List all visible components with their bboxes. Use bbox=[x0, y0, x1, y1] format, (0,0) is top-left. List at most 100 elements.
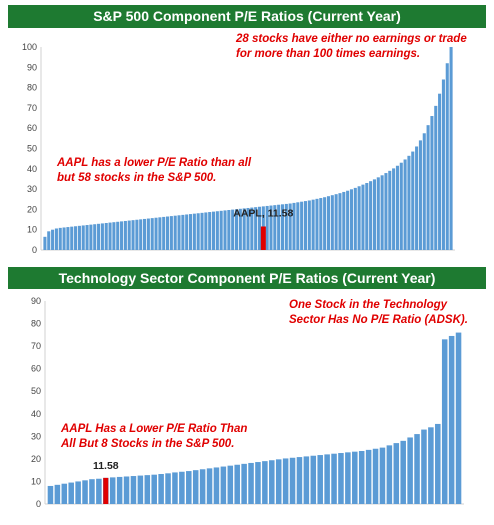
bar bbox=[82, 480, 88, 504]
bar bbox=[372, 448, 379, 504]
bar bbox=[392, 168, 396, 250]
bar bbox=[139, 219, 143, 250]
bar bbox=[315, 198, 319, 250]
bar bbox=[177, 215, 181, 250]
bar bbox=[199, 469, 206, 504]
y-tick-label: 50 bbox=[31, 386, 41, 396]
bar bbox=[89, 224, 93, 251]
annotation-line: Sector Has No P/E Ratio (ADSK). bbox=[289, 314, 468, 326]
bar bbox=[338, 193, 342, 250]
bar bbox=[448, 335, 455, 504]
bar bbox=[97, 223, 101, 250]
bar bbox=[116, 476, 123, 504]
bar bbox=[58, 227, 62, 250]
bar bbox=[338, 453, 344, 504]
bar bbox=[262, 461, 268, 504]
bar bbox=[438, 93, 442, 250]
bar bbox=[296, 202, 300, 250]
bar bbox=[399, 162, 403, 250]
bar bbox=[334, 194, 338, 250]
bar bbox=[165, 473, 171, 504]
y-tick-label: 10 bbox=[31, 476, 41, 486]
y-tick-label: 20 bbox=[27, 204, 37, 214]
bar bbox=[275, 459, 282, 504]
bar bbox=[143, 218, 147, 250]
bar bbox=[269, 205, 273, 250]
bar bbox=[219, 210, 223, 250]
bar bbox=[421, 429, 427, 504]
bar bbox=[379, 447, 386, 504]
bar bbox=[108, 222, 112, 250]
bar bbox=[300, 201, 304, 250]
chart-1-plot: 0 10 20 30 40 50 60 70 80 90 100 AAPL, 11.58 28 stoc… bbox=[22, 33, 467, 255]
bar bbox=[369, 181, 373, 250]
y-tick-label: 80 bbox=[31, 319, 41, 329]
bar bbox=[407, 437, 413, 504]
bar bbox=[66, 227, 70, 250]
bar bbox=[282, 458, 289, 504]
y-tick-label: 20 bbox=[31, 454, 41, 464]
bar bbox=[407, 155, 411, 250]
bar bbox=[68, 482, 74, 504]
highlight-label: 11.58 bbox=[93, 460, 119, 472]
bar bbox=[296, 457, 303, 504]
chart-2-title: Technology Sector Component P/E Ratios (… bbox=[8, 267, 486, 289]
bar bbox=[112, 222, 116, 250]
bar bbox=[311, 199, 315, 250]
chart-2-plot: 0 10 20 30 40 50 60 70 80 90 11.58 One Stock in the… bbox=[31, 296, 468, 509]
annotation-line: AAPL has a lower P/E Ratio than all bbox=[56, 157, 252, 169]
bar bbox=[310, 455, 317, 504]
bar bbox=[246, 207, 250, 250]
bar bbox=[74, 226, 78, 250]
annotation-line: 28 stocks have either no earnings or tra… bbox=[235, 33, 467, 45]
bar bbox=[250, 207, 254, 250]
bar bbox=[326, 196, 330, 250]
bar bbox=[227, 465, 234, 504]
bar bbox=[403, 159, 407, 250]
y-tick-label: 30 bbox=[27, 184, 37, 194]
bar bbox=[109, 477, 116, 504]
bar bbox=[241, 463, 247, 504]
bar bbox=[162, 216, 166, 250]
chart-1-title: S&P 500 Component P/E Ratios (Current Ye… bbox=[8, 5, 486, 28]
bar bbox=[303, 201, 308, 250]
bar bbox=[269, 460, 275, 504]
bar bbox=[181, 214, 185, 250]
y-tick-label: 80 bbox=[27, 83, 37, 93]
bar bbox=[89, 479, 95, 504]
bar bbox=[154, 217, 158, 250]
bar bbox=[289, 457, 296, 504]
bar bbox=[123, 220, 127, 250]
y-tick-label: 70 bbox=[31, 341, 41, 351]
bar bbox=[342, 191, 346, 250]
bar bbox=[169, 216, 173, 250]
bar bbox=[418, 140, 422, 250]
bar bbox=[223, 210, 227, 250]
y-tick-label: 50 bbox=[27, 144, 37, 154]
highlight-label: AAPL, 11.58 bbox=[233, 207, 293, 219]
bar bbox=[215, 211, 219, 250]
bar bbox=[81, 225, 85, 250]
bar bbox=[346, 190, 350, 250]
bar bbox=[434, 105, 438, 251]
bar bbox=[213, 467, 220, 504]
bar bbox=[265, 205, 269, 250]
bar bbox=[411, 151, 415, 250]
bar bbox=[93, 224, 97, 250]
bar bbox=[131, 220, 135, 250]
bar bbox=[441, 79, 445, 250]
bar bbox=[345, 452, 351, 504]
bar bbox=[211, 211, 216, 250]
bar bbox=[323, 197, 327, 250]
bar bbox=[54, 484, 61, 504]
bar bbox=[75, 481, 81, 504]
bar bbox=[255, 462, 261, 504]
bar bbox=[292, 202, 296, 250]
y-tick-label: 70 bbox=[27, 103, 37, 113]
annotation-line: for more than 100 times earnings. bbox=[236, 48, 420, 60]
bar bbox=[234, 209, 239, 250]
y-tick-label: 30 bbox=[31, 431, 41, 441]
bar bbox=[179, 471, 185, 504]
bar bbox=[307, 200, 311, 250]
bar bbox=[188, 214, 193, 250]
